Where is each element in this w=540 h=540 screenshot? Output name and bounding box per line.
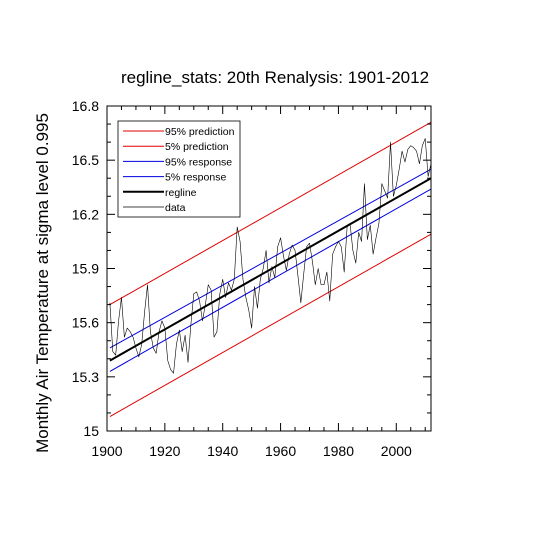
legend-label-5pct-response: 5% response xyxy=(165,172,226,184)
line-95pct-response xyxy=(109,168,431,349)
line-regline xyxy=(109,177,431,362)
y-tick-label-0: 15 xyxy=(83,423,99,439)
plot-lines xyxy=(109,121,431,417)
legend-label-regline: regline xyxy=(165,187,197,199)
line-5pct-response xyxy=(109,188,431,372)
data-series xyxy=(109,138,431,374)
chart-title: regline_stats: 20th Renalysis: 1901-2012 xyxy=(121,68,429,87)
legend-label-5pct-prediction: 5% prediction xyxy=(165,141,229,153)
x-tick-label-1920: 1920 xyxy=(149,443,180,459)
x-tick-label-1980: 1980 xyxy=(323,443,354,459)
axes: 1900 1920 1940 1960 1980 2000 15 15.3 15.6 15.9 16… xyxy=(72,98,432,459)
y-tick-label-1: 15.3 xyxy=(72,369,99,385)
y-tick-label-3: 15.9 xyxy=(72,261,99,277)
y-axis-label: Monthly Air Temperature at sigma level 0… xyxy=(33,113,52,453)
y-tick-label-5: 16.5 xyxy=(72,152,99,168)
line-95pct-prediction xyxy=(109,121,431,306)
x-tick-label-2000: 2000 xyxy=(381,443,412,459)
y-tick-label-6: 16.8 xyxy=(72,98,99,114)
x-tick-label-1900: 1900 xyxy=(91,443,122,459)
series-data xyxy=(109,138,431,374)
legend: 95% prediction 5% prediction 95% response 5… xyxy=(117,120,241,218)
legend-label-95pct-response: 95% response xyxy=(165,156,232,168)
x-tick-label-1960: 1960 xyxy=(265,443,296,459)
legend-label-95pct-prediction: 95% prediction xyxy=(165,126,235,138)
y-tick-label-4: 16.2 xyxy=(72,206,99,222)
legend-label-data: data xyxy=(165,202,186,214)
x-tick-label-1940: 1940 xyxy=(207,443,238,459)
legend-box xyxy=(117,120,241,218)
line-5pct-prediction xyxy=(109,233,431,417)
y-tick-label-2: 15.6 xyxy=(72,315,99,331)
